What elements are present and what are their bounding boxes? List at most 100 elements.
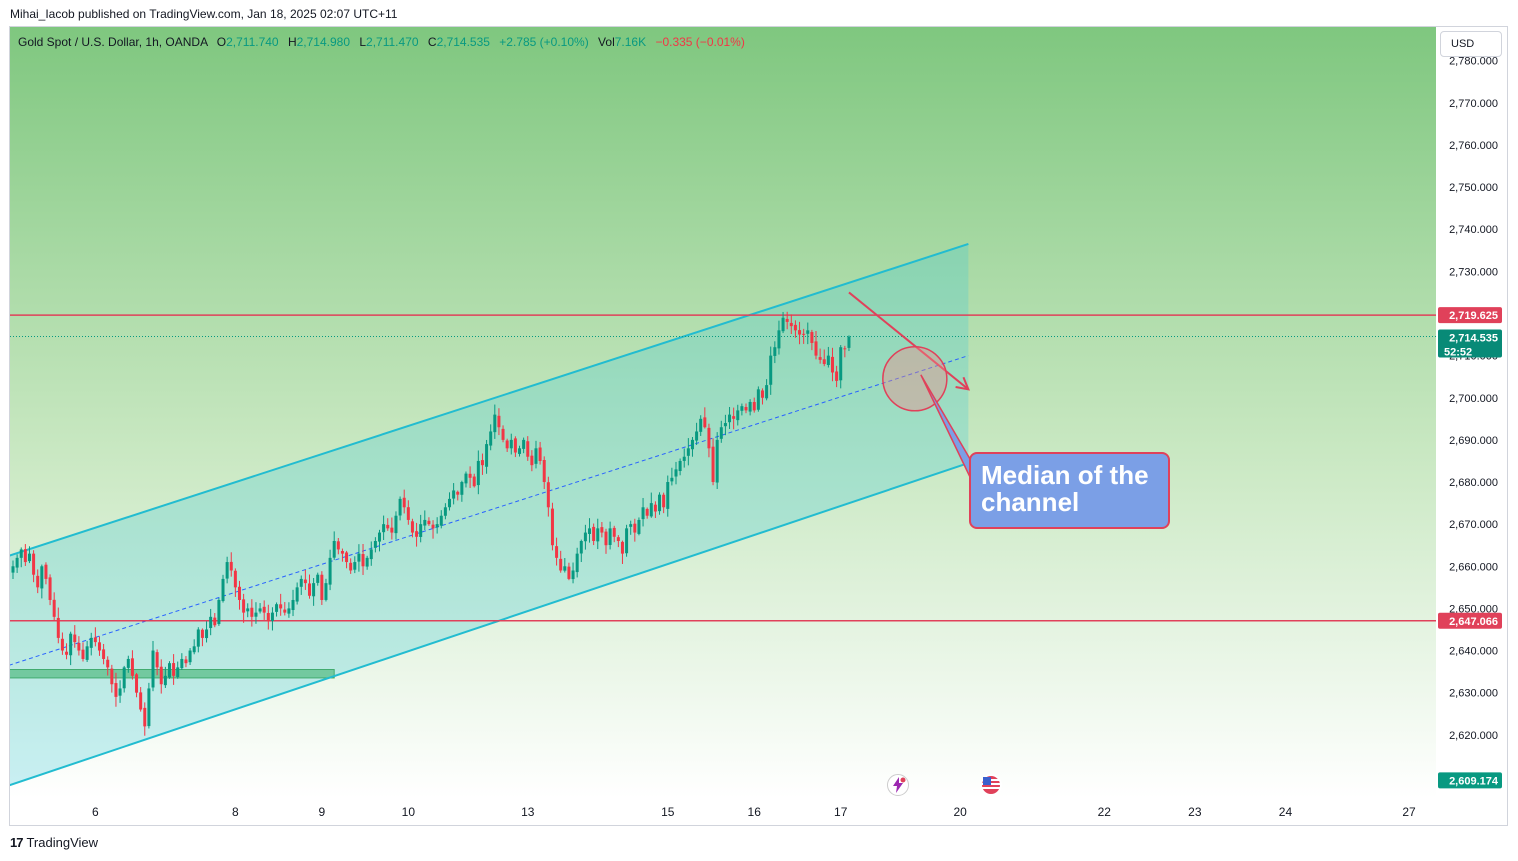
candle[interactable] — [625, 524, 629, 557]
candle[interactable] — [56, 607, 60, 644]
candle[interactable] — [678, 458, 682, 476]
candle[interactable] — [270, 607, 274, 631]
candle[interactable] — [435, 517, 439, 534]
candle[interactable] — [695, 422, 699, 445]
candle[interactable] — [480, 453, 484, 475]
candle[interactable] — [44, 562, 48, 585]
candle[interactable] — [802, 328, 806, 344]
candle[interactable] — [620, 540, 624, 564]
candle[interactable] — [340, 548, 344, 562]
candle[interactable] — [555, 537, 559, 566]
candle[interactable] — [266, 604, 270, 630]
candle[interactable] — [472, 473, 476, 488]
candle[interactable] — [192, 639, 196, 655]
candle[interactable] — [307, 574, 311, 599]
candle[interactable] — [73, 625, 77, 648]
candle[interactable] — [65, 643, 69, 660]
candle[interactable] — [699, 415, 703, 436]
candle[interactable] — [703, 407, 707, 429]
candle[interactable] — [608, 521, 612, 550]
candle[interactable] — [806, 322, 810, 345]
candle[interactable] — [666, 475, 670, 517]
candle[interactable] — [505, 438, 509, 452]
candle[interactable] — [398, 496, 402, 521]
candle[interactable] — [485, 439, 489, 474]
candle[interactable] — [23, 544, 27, 566]
candle[interactable] — [719, 420, 723, 443]
candle[interactable] — [575, 547, 579, 578]
candle[interactable] — [217, 597, 221, 626]
candle[interactable] — [600, 522, 604, 538]
candle[interactable] — [11, 560, 15, 580]
candle[interactable] — [662, 492, 666, 514]
candle[interactable] — [653, 501, 657, 519]
candle[interactable] — [645, 507, 649, 519]
candle[interactable] — [765, 379, 769, 401]
channel-lower-line[interactable] — [9, 462, 969, 787]
candle[interactable] — [427, 517, 431, 526]
candle[interactable] — [670, 467, 674, 486]
candle[interactable] — [139, 687, 143, 712]
candle[interactable] — [135, 672, 139, 698]
candle[interactable] — [287, 602, 291, 618]
candle[interactable] — [452, 483, 456, 505]
candle[interactable] — [588, 518, 592, 543]
candle[interactable] — [658, 492, 662, 515]
candle[interactable] — [740, 403, 744, 416]
candle[interactable] — [349, 558, 353, 574]
candle[interactable] — [542, 456, 546, 489]
median-annotation[interactable]: Median of the channel — [969, 452, 1170, 529]
candle[interactable] — [728, 406, 732, 429]
channel-upper-line[interactable] — [9, 243, 969, 557]
candle[interactable] — [476, 450, 480, 495]
candle[interactable] — [822, 349, 826, 367]
candle[interactable] — [332, 531, 336, 560]
currency-selector[interactable]: USD — [1440, 31, 1502, 57]
candle[interactable] — [460, 480, 464, 502]
candle[interactable] — [200, 628, 204, 647]
candle[interactable] — [254, 602, 258, 624]
candle[interactable] — [365, 555, 369, 570]
forecast-arrow-line[interactable] — [848, 291, 970, 391]
candle[interactable] — [847, 335, 851, 352]
candle[interactable] — [102, 643, 106, 665]
candle[interactable] — [85, 640, 89, 662]
candle[interactable] — [77, 636, 81, 656]
candle[interactable] — [839, 345, 843, 389]
candle[interactable] — [196, 627, 200, 653]
candle[interactable] — [534, 440, 538, 469]
candle[interactable] — [571, 562, 575, 584]
candle[interactable] — [493, 404, 497, 439]
candle[interactable] — [736, 404, 740, 426]
candle[interactable] — [143, 702, 147, 736]
candle[interactable] — [567, 562, 571, 581]
candle[interactable] — [773, 341, 777, 364]
candle[interactable] — [390, 517, 394, 540]
candle[interactable] — [303, 569, 307, 590]
candle[interactable] — [686, 438, 690, 466]
candle[interactable] — [250, 599, 254, 627]
candle[interactable] — [732, 407, 736, 430]
candle[interactable] — [711, 438, 715, 486]
candle[interactable] — [89, 632, 93, 656]
candle[interactable] — [682, 448, 686, 468]
candle[interactable] — [760, 388, 764, 405]
candle[interactable] — [501, 425, 505, 443]
candle[interactable] — [155, 649, 159, 676]
candle[interactable] — [15, 554, 19, 573]
candle[interactable] — [36, 569, 40, 594]
candle[interactable] — [559, 550, 563, 573]
candle[interactable] — [592, 523, 596, 546]
candle[interactable] — [316, 572, 320, 586]
candle[interactable] — [328, 549, 332, 591]
candle[interactable] — [843, 345, 847, 358]
candle[interactable] — [275, 602, 279, 617]
candle[interactable] — [443, 503, 447, 520]
candle[interactable] — [213, 613, 217, 628]
candle[interactable] — [649, 492, 653, 518]
candle[interactable] — [205, 621, 209, 643]
candle[interactable] — [826, 346, 830, 368]
candle[interactable] — [184, 656, 188, 668]
candle[interactable] — [324, 578, 328, 602]
